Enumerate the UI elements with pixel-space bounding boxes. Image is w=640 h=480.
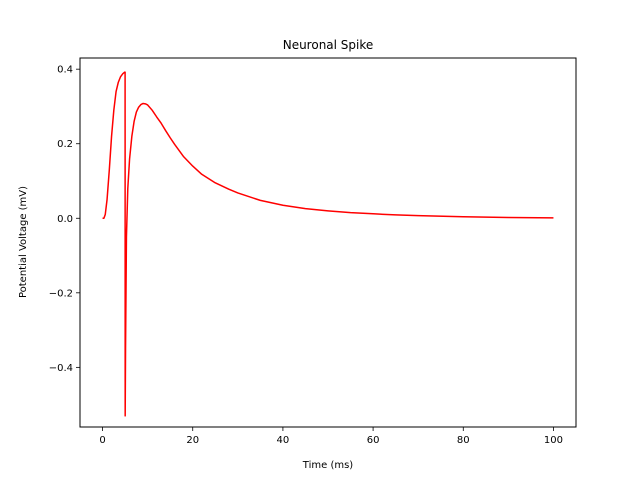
y-axis-ticks: −0.4 −0.2 0.0 0.2 0.4 [49, 65, 80, 374]
y-tick-label: 0.4 [57, 65, 73, 76]
x-axis-label: Time (ms) [302, 460, 354, 471]
x-tick-label: 20 [186, 435, 199, 446]
y-tick-label: −0.4 [49, 363, 73, 374]
y-axis-label: Potential Voltage (mV) [18, 186, 29, 298]
x-tick-label: 0 [99, 435, 105, 446]
y-tick-label: 0.0 [57, 214, 73, 225]
x-tick-label: 60 [367, 435, 380, 446]
y-tick-label: 0.2 [57, 139, 73, 150]
axes-frame [79, 57, 577, 428]
x-tick-label: 40 [277, 435, 290, 446]
plot-layer [102, 71, 554, 417]
chart-title: Neuronal Spike [283, 38, 374, 52]
y-tick-label: −0.2 [49, 288, 73, 299]
x-tick-label: 80 [457, 435, 470, 446]
x-axis-ticks: 0 20 40 60 80 100 [99, 427, 563, 446]
series-line-0 [102, 71, 554, 417]
x-tick-label: 100 [544, 435, 563, 446]
